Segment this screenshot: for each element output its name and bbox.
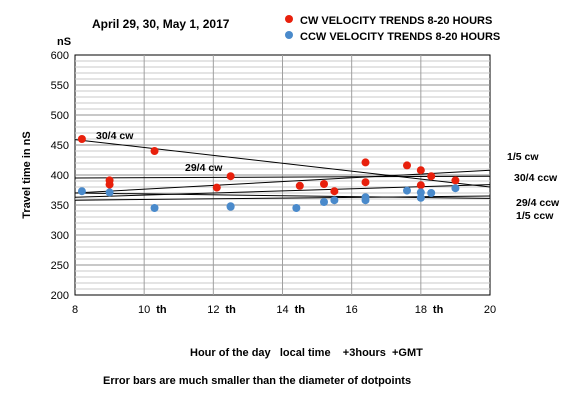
x-tick-label: 10 — [138, 304, 150, 316]
x-tick-suffix-label: th — [156, 304, 167, 316]
y-tick-label: 200 — [51, 290, 69, 302]
tick-labels: 200 250 300 350 400 450 500 550 600 8 10 12 14 16 18 20… — [51, 50, 496, 316]
footnote: Error bars are much smaller than the dia… — [103, 375, 411, 387]
cw-point — [416, 166, 425, 175]
ccw-point — [361, 196, 370, 205]
cw-point — [212, 183, 221, 192]
cw-point — [295, 181, 304, 190]
legend-cw-label: CW VELOCITY TRENDS 8-20 HOURS — [300, 15, 492, 27]
y-tick-label: 250 — [51, 260, 69, 272]
y-tick-label: 350 — [51, 200, 69, 212]
y-axis-label: Travel time in nS — [21, 131, 33, 218]
y-tick-label: 450 — [51, 140, 69, 152]
ccw-point — [320, 198, 328, 206]
x-tick-label: 12 — [207, 304, 219, 316]
cw-point — [105, 180, 114, 189]
chart-title: April 29, 30, May 1, 2017 — [92, 17, 230, 31]
y-tick-label: 600 — [51, 50, 69, 62]
legend-ccw-label: CCW VELOCITY TRENDS 8-20 HOURS — [300, 31, 500, 43]
x-tick-label: 20 — [484, 304, 496, 316]
legend-cw-marker — [285, 15, 293, 23]
ccw-point — [105, 188, 114, 197]
x-tick-suffix-label: th — [433, 304, 444, 316]
gridlines — [74, 54, 491, 296]
ccw-point — [403, 186, 411, 195]
ccw-point — [416, 193, 425, 202]
x-tick-suffix-label: th — [225, 304, 236, 316]
cw-point — [77, 135, 86, 143]
cw-point — [320, 180, 328, 188]
y-tick-label: 550 — [51, 80, 69, 92]
cw-point — [226, 172, 235, 181]
ccw-point — [77, 187, 86, 196]
ccw-point — [330, 196, 339, 205]
trendline-label: 1/5 ccw — [516, 210, 554, 222]
ccw-point — [451, 184, 460, 193]
trendline-label: 30/4 cw — [96, 130, 134, 142]
y-tick-label: 300 — [51, 230, 69, 242]
cw-point — [427, 172, 436, 181]
trendline — [74, 175, 491, 179]
x-axis-label: Hour of the day local time +3hours +GMT — [190, 347, 423, 359]
legend-ccw-marker — [285, 31, 293, 39]
cw-point — [403, 161, 411, 170]
ccw-point — [226, 202, 235, 211]
x-tick-label: 8 — [72, 304, 78, 316]
cw-point — [361, 158, 370, 167]
trendline-label: 30/4 ccw — [514, 172, 558, 184]
ccw-point — [427, 189, 436, 197]
y-tick-label: 500 — [51, 110, 69, 122]
trendline-label: 1/5 cw — [507, 151, 539, 163]
x-tick-label: 18 — [415, 304, 427, 316]
x-tick-suffix-label: th — [295, 304, 306, 316]
cw-point — [150, 147, 159, 155]
cw-point — [361, 178, 370, 187]
trendline-label: 29/4 cw — [185, 162, 223, 174]
y-unit-label: nS — [57, 36, 71, 48]
trendline-labels: 30/4 cw 29/4 cw 1/5 cw 30/4 ccw 29/4 ccw1/5 … — [96, 130, 560, 222]
y-tick-label: 400 — [51, 170, 69, 182]
cw-point — [451, 176, 460, 185]
trendline-label: 29/4 ccw — [516, 197, 560, 209]
trendline — [74, 139, 491, 188]
x-tick-label: 14 — [276, 304, 288, 316]
ccw-point — [292, 204, 301, 212]
ccw-point — [150, 204, 159, 212]
data-points — [77, 135, 460, 212]
cw-point — [330, 187, 339, 196]
x-tick-label: 16 — [346, 304, 358, 316]
cw-point — [416, 181, 425, 190]
legend: CW VELOCITY TRENDS 8-20 HOURS CCW VELOCI… — [285, 15, 500, 43]
